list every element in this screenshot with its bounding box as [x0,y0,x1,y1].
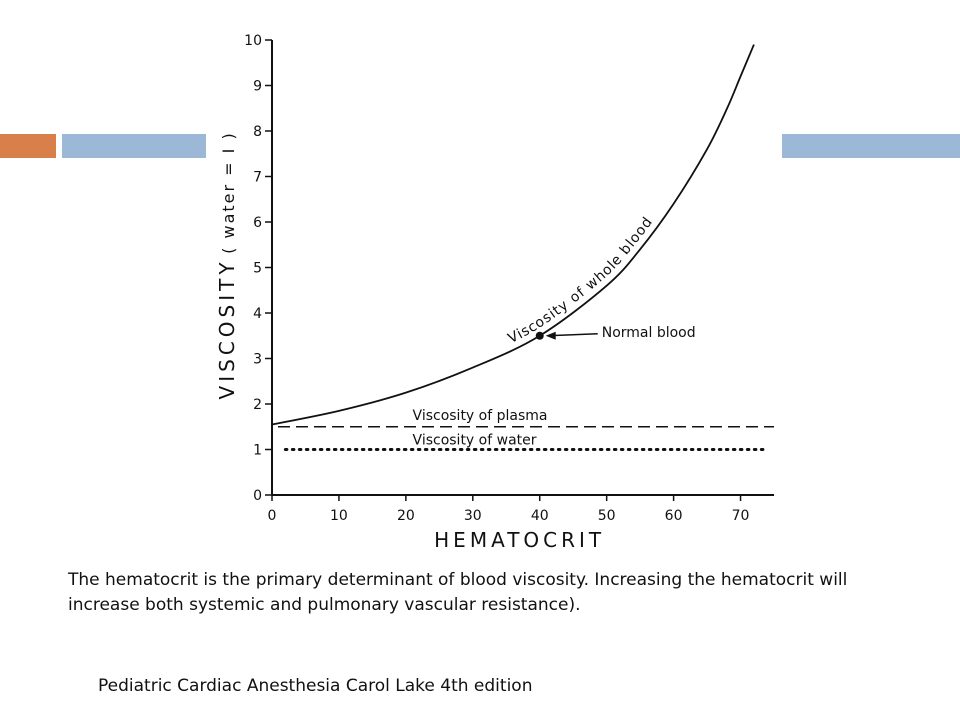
y-tick-label: 1 [253,443,262,459]
y-tick-label: 7 [253,170,262,186]
normal-blood-point [535,331,544,340]
chart-figure: 0 1 2 3 4 5 6 7 8 9 10 0 10 20 30 40 50 60 70 Normal blood… [206,20,782,550]
x-tick-label: 50 [598,508,616,524]
annotation-normal-blood: Normal blood [602,325,696,341]
series-label-water: Viscosity of water [413,433,537,449]
y-axis-title: VISCOSITY [215,258,239,399]
accent-bar-blue-left [62,134,208,158]
y-tick-label: 9 [253,79,262,95]
slide-caption: The hematocrit is the primary determinan… [68,570,848,615]
y-tick-label: 4 [253,306,262,322]
x-tick-label: 0 [268,508,277,524]
y-tick-label: 3 [253,352,262,368]
y-tick-label: 5 [253,261,262,277]
normal-blood-arrowhead [545,331,556,340]
y-tick-label: 6 [253,215,262,231]
y-tick-label: 2 [253,397,262,413]
accent-bar-blue-right [778,134,960,158]
series-label-plasma: Viscosity of plasma [413,408,548,424]
y-axis-note: ( water = I ) [219,131,238,254]
y-tick-label: 8 [253,124,262,140]
x-tick-label: 60 [665,508,683,524]
y-tick-label: 10 [244,33,262,49]
x-tick-label: 70 [732,508,750,524]
x-axis-title: HEMATOCRIT [434,528,605,550]
x-tick-label: 10 [330,508,348,524]
series-line-whole-blood [271,44,755,426]
source-citation: Pediatric Cardiac Anesthesia Carol Lake … [98,676,533,696]
normal-blood-arrow [547,333,598,337]
x-tick-label: 30 [464,508,482,524]
accent-bar-orange [0,134,56,158]
viscosity-chart: 0 1 2 3 4 5 6 7 8 9 10 0 10 20 30 40 50 60 70 Normal blood… [215,33,774,550]
x-tick-label: 40 [531,508,549,524]
chart-ticks: 0 1 2 3 4 5 6 7 8 9 10 0 10 20 30 40 50 60 70 [244,33,749,524]
y-tick-label: 0 [253,488,262,504]
chart-series [271,44,774,451]
x-tick-label: 20 [397,508,415,524]
